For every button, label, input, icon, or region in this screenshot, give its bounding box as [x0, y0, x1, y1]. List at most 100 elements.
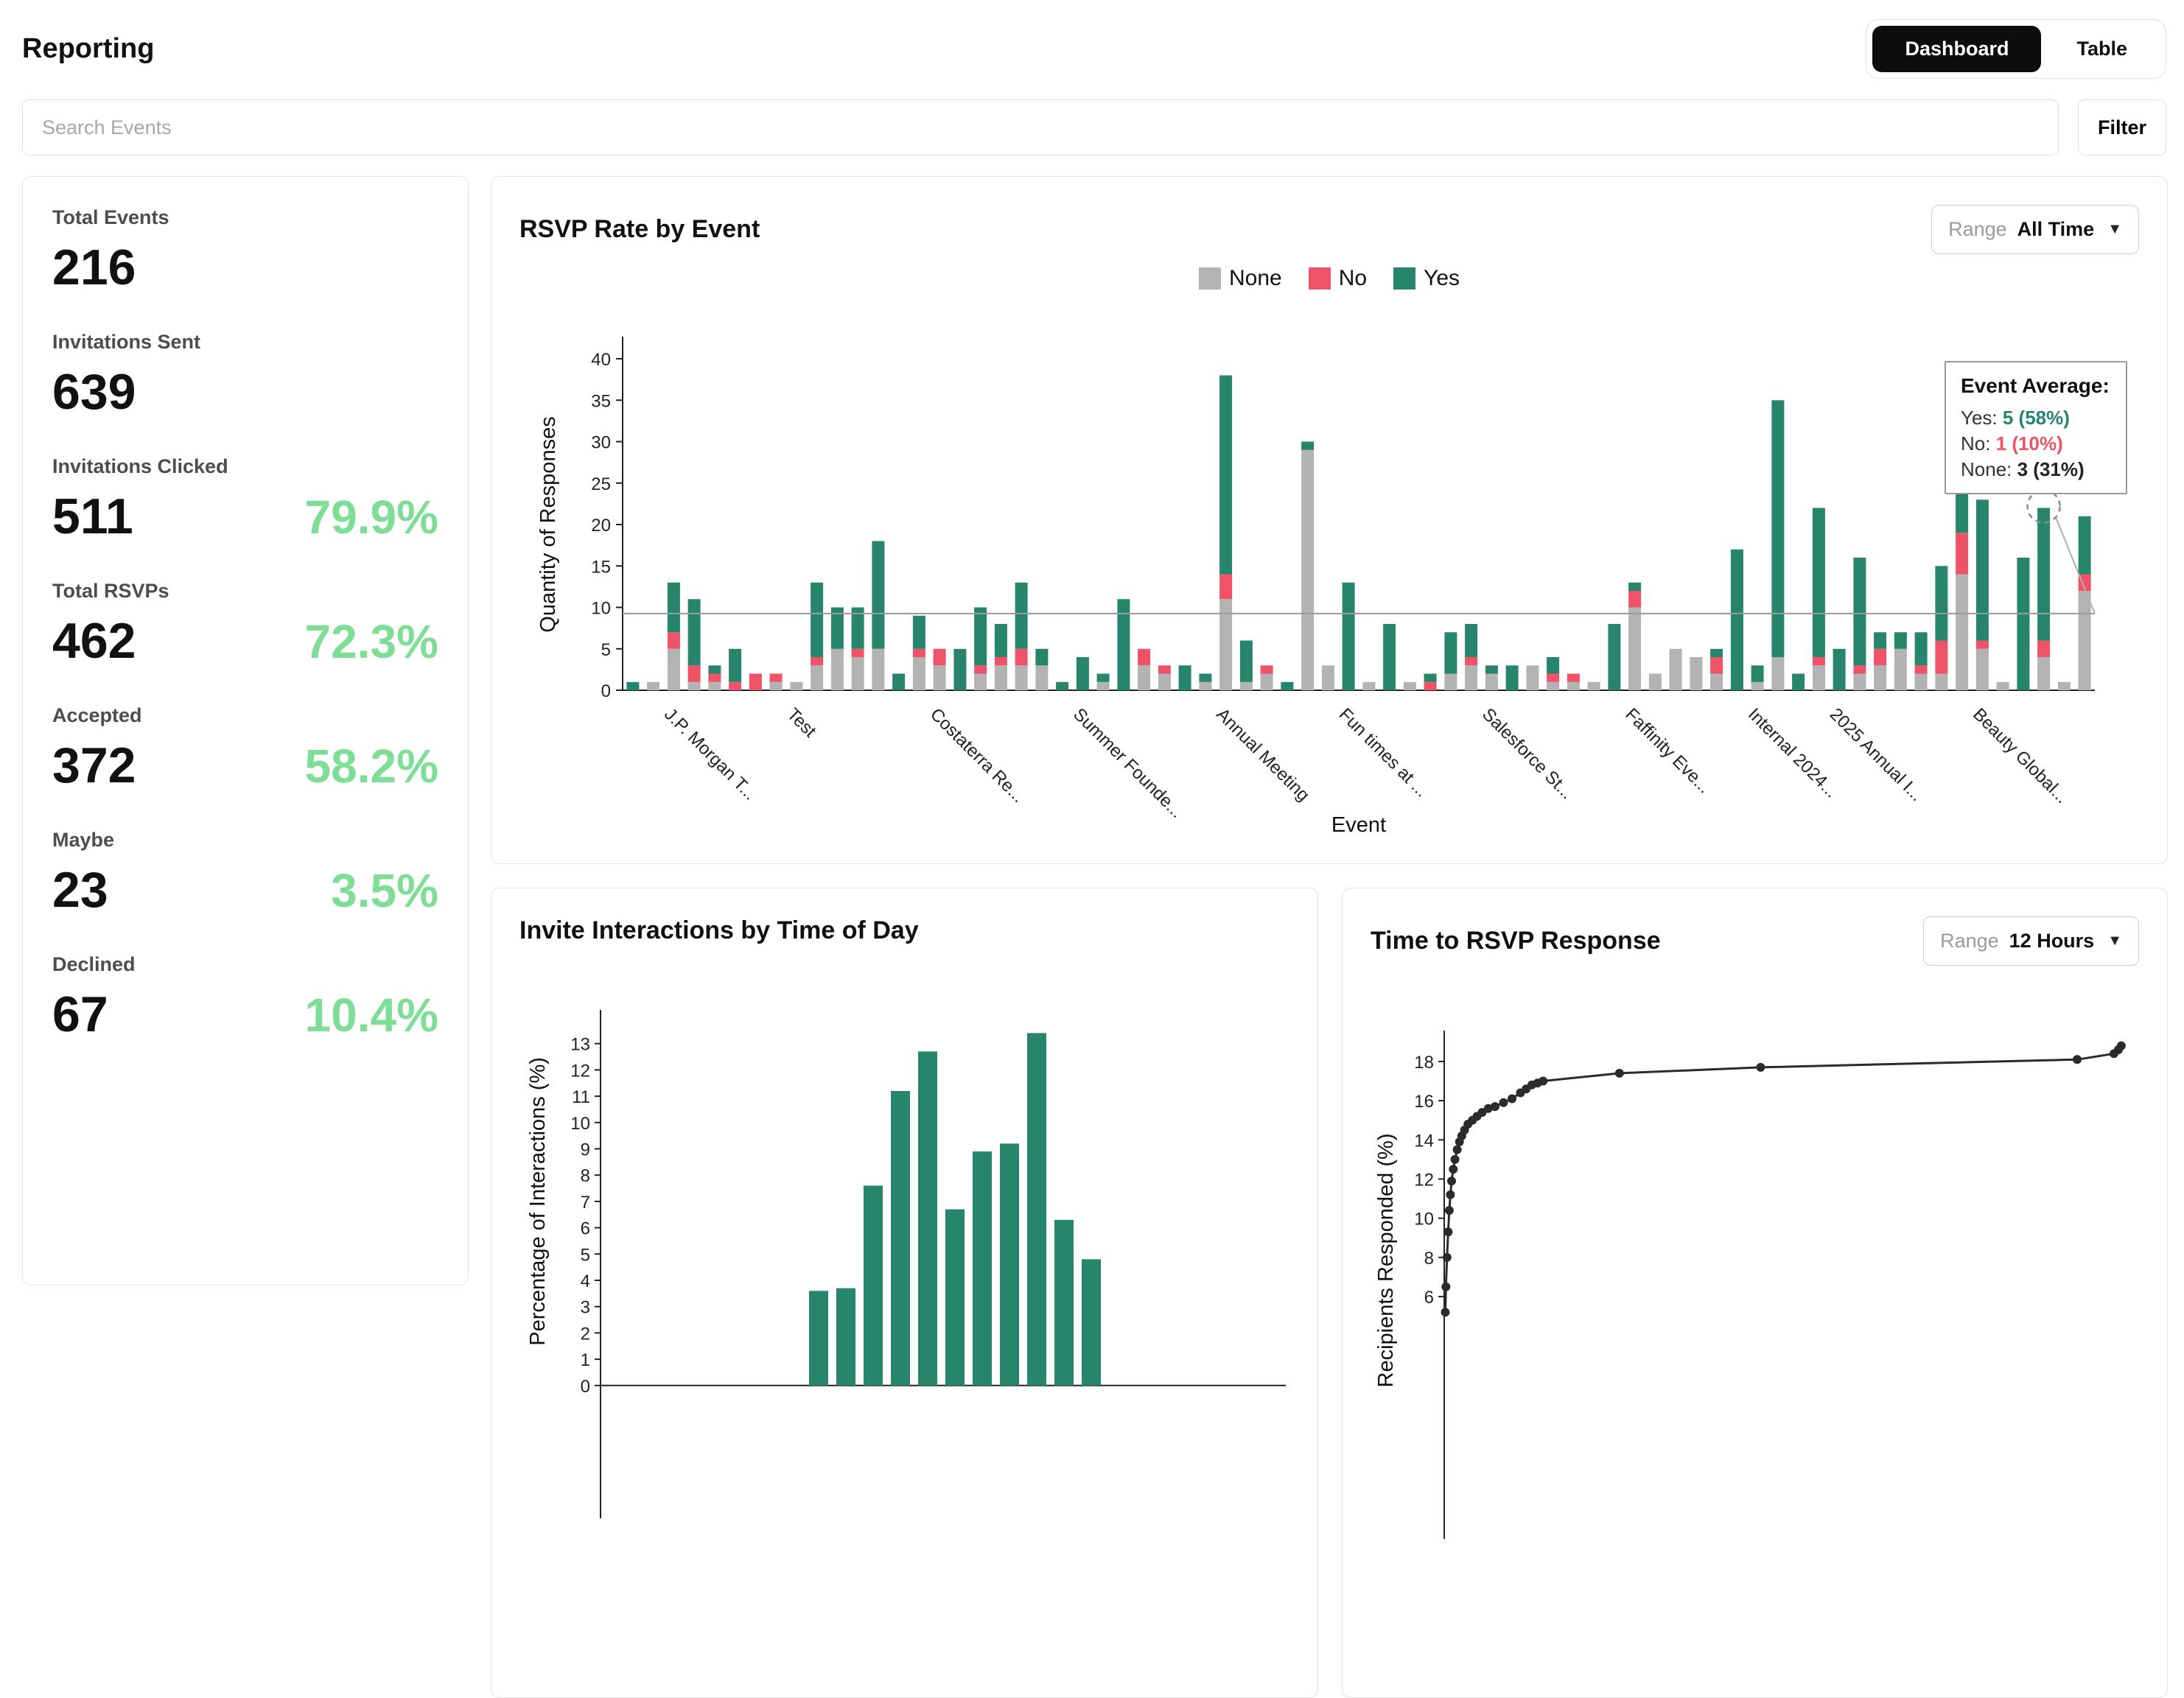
svg-text:6: 6 [1424, 1288, 1434, 1308]
rsvp-range-select[interactable]: Range All Time ▼ [1931, 205, 2139, 254]
chevron-down-icon: ▼ [2107, 221, 2122, 237]
svg-text:10: 10 [570, 1114, 590, 1134]
stat-percent: 10.4% [304, 989, 438, 1042]
stat-invitations-clicked: Invitations Clicked 511 79.9% [52, 455, 438, 541]
tooltip-no-value: 1 (10%) [1995, 432, 2063, 455]
interactions-chart-title: Invite Interactions by Time of Day [519, 916, 919, 944]
svg-text:Annual Meeting: Annual Meeting [1212, 704, 1313, 805]
stat-label: Accepted [52, 704, 142, 726]
tooltip-no-label: No: [1961, 432, 1991, 455]
tooltip-yes-value: 5 (58%) [2002, 407, 2070, 429]
svg-text:14: 14 [1414, 1131, 1434, 1151]
svg-text:13: 13 [570, 1035, 590, 1055]
svg-text:0: 0 [581, 1377, 590, 1397]
svg-text:1: 1 [581, 1350, 590, 1370]
svg-text:Fun times at ...: Fun times at ... [1335, 704, 1432, 801]
filter-button[interactable]: Filter [2078, 99, 2166, 155]
svg-text:Salesforce St...: Salesforce St... [1478, 704, 1577, 803]
stat-value: 23 [52, 862, 108, 918]
svg-text:9: 9 [581, 1140, 590, 1160]
stat-percent: 58.2% [304, 740, 438, 793]
stat-label: Total Events [52, 206, 169, 228]
svg-text:12: 12 [570, 1061, 590, 1081]
svg-text:30: 30 [591, 433, 611, 453]
event-average-tooltip: Event Average: Yes: 5 (58%) No: 1 (10%) … [1945, 361, 2127, 495]
svg-text:20: 20 [591, 516, 611, 536]
svg-text:11: 11 [572, 1087, 590, 1107]
ttr-range-select[interactable]: Range 12 Hours ▼ [1923, 916, 2139, 966]
search-input[interactable] [22, 99, 2059, 155]
svg-text:0: 0 [601, 681, 611, 701]
stat-declined: Declined 67 10.4% [52, 953, 438, 1039]
range-label: Range [1948, 218, 2007, 240]
svg-text:Costaterra Re...: Costaterra Re... [926, 704, 1029, 807]
tooltip-title: Event Average: [1961, 374, 2110, 397]
legend-swatch-no [1308, 267, 1331, 290]
svg-text:15: 15 [591, 557, 611, 577]
svg-text:4: 4 [581, 1271, 590, 1291]
svg-text:7: 7 [581, 1193, 590, 1213]
svg-text:Percentage of Interactions (%): Percentage of Interactions (%) [526, 1057, 550, 1346]
svg-text:16: 16 [1414, 1092, 1434, 1112]
time-to-rsvp-panel: Time to RSVP Response Range 12 Hours ▼ 6… [1342, 888, 2168, 1698]
svg-text:8: 8 [1424, 1249, 1434, 1269]
rsvp-chart-panel: RSVP Rate by Event Range All Time ▼ None… [491, 176, 2168, 864]
stats-panel: Total Events 216 Invitations Sent 639 In… [22, 176, 469, 1285]
stat-value: 67 [52, 986, 108, 1042]
content: Total Events 216 Invitations Sent 639 In… [22, 176, 2168, 1698]
svg-text:12: 12 [1414, 1171, 1434, 1190]
svg-text:5: 5 [601, 640, 611, 660]
tooltip-none-value: 3 (31%) [2017, 458, 2085, 481]
stat-label: Total RSVPs [52, 580, 169, 602]
svg-text:2025 Annual I...: 2025 Annual I... [1826, 704, 1927, 805]
stat-percent: 3.5% [331, 864, 438, 917]
svg-text:40: 40 [591, 350, 611, 370]
time-to-rsvp-line-chart: 6 8 10 12 14 16 18 Recipients Responded (%) [1374, 1031, 2126, 1539]
rsvp-stacked-bar-chart: 0 5 10 15 20 25 30 35 40 J.P. Morgan T... Test Cost… [536, 337, 2096, 837]
time-to-rsvp-title: Time to RSVP Response [1371, 927, 1661, 955]
svg-text:Summer Founde...: Summer Founde... [1069, 704, 1187, 822]
svg-text:18: 18 [1414, 1053, 1434, 1073]
svg-text:10: 10 [1414, 1210, 1434, 1229]
dashboard-toggle-button[interactable]: Dashboard [1872, 26, 2042, 72]
stat-value: 462 [52, 613, 136, 669]
svg-text:J.P. Morgan T...: J.P. Morgan T... [660, 704, 760, 804]
svg-text:Beauty Global...: Beauty Global... [1969, 704, 2072, 807]
stat-value: 372 [52, 737, 136, 793]
search-row: Filter [22, 99, 2166, 155]
stat-label: Invitations Clicked [52, 455, 228, 477]
legend-item-no: No [1308, 266, 1368, 291]
range-label: Range [1940, 930, 1999, 952]
tooltip-none-label: None: [1961, 458, 2012, 481]
chevron-down-icon: ▼ [2107, 933, 2122, 949]
tooltip-yes-label: Yes: [1961, 407, 1998, 429]
svg-text:Faffinity Eve...: Faffinity Eve... [1621, 704, 1714, 797]
rsvp-chart-title: RSVP Rate by Event [519, 215, 760, 243]
svg-text:Quantity of Responses: Quantity of Responses [536, 416, 560, 632]
main-column: RSVP Rate by Event Range All Time ▼ None… [491, 176, 2168, 1698]
table-toggle-button[interactable]: Table [2044, 26, 2160, 72]
svg-text:8: 8 [581, 1166, 590, 1186]
svg-text:3: 3 [581, 1298, 590, 1318]
legend-label: No [1338, 266, 1368, 290]
svg-text:35: 35 [591, 391, 611, 411]
svg-text:Event: Event [1331, 813, 1386, 837]
svg-text:Test: Test [783, 704, 820, 741]
page-title: Reporting [22, 33, 155, 64]
svg-text:6: 6 [581, 1219, 590, 1239]
stat-value: 216 [52, 239, 136, 295]
stat-total-rsvps: Total RSVPs 462 72.3% [52, 580, 438, 666]
svg-text:Recipients Responded (%): Recipients Responded (%) [1374, 1134, 1398, 1388]
chart-legend: None No Yes [519, 266, 2139, 291]
svg-text:5: 5 [581, 1245, 590, 1265]
svg-text:10: 10 [591, 599, 611, 619]
svg-text:25: 25 [591, 474, 611, 494]
view-toggle: Dashboard Table [1866, 19, 2166, 79]
topbar: Reporting Dashboard Table [0, 0, 2184, 79]
legend-label: None [1228, 266, 1282, 290]
stat-label: Declined [52, 953, 136, 975]
stat-maybe: Maybe 23 3.5% [52, 829, 438, 915]
legend-swatch-none [1198, 267, 1221, 290]
